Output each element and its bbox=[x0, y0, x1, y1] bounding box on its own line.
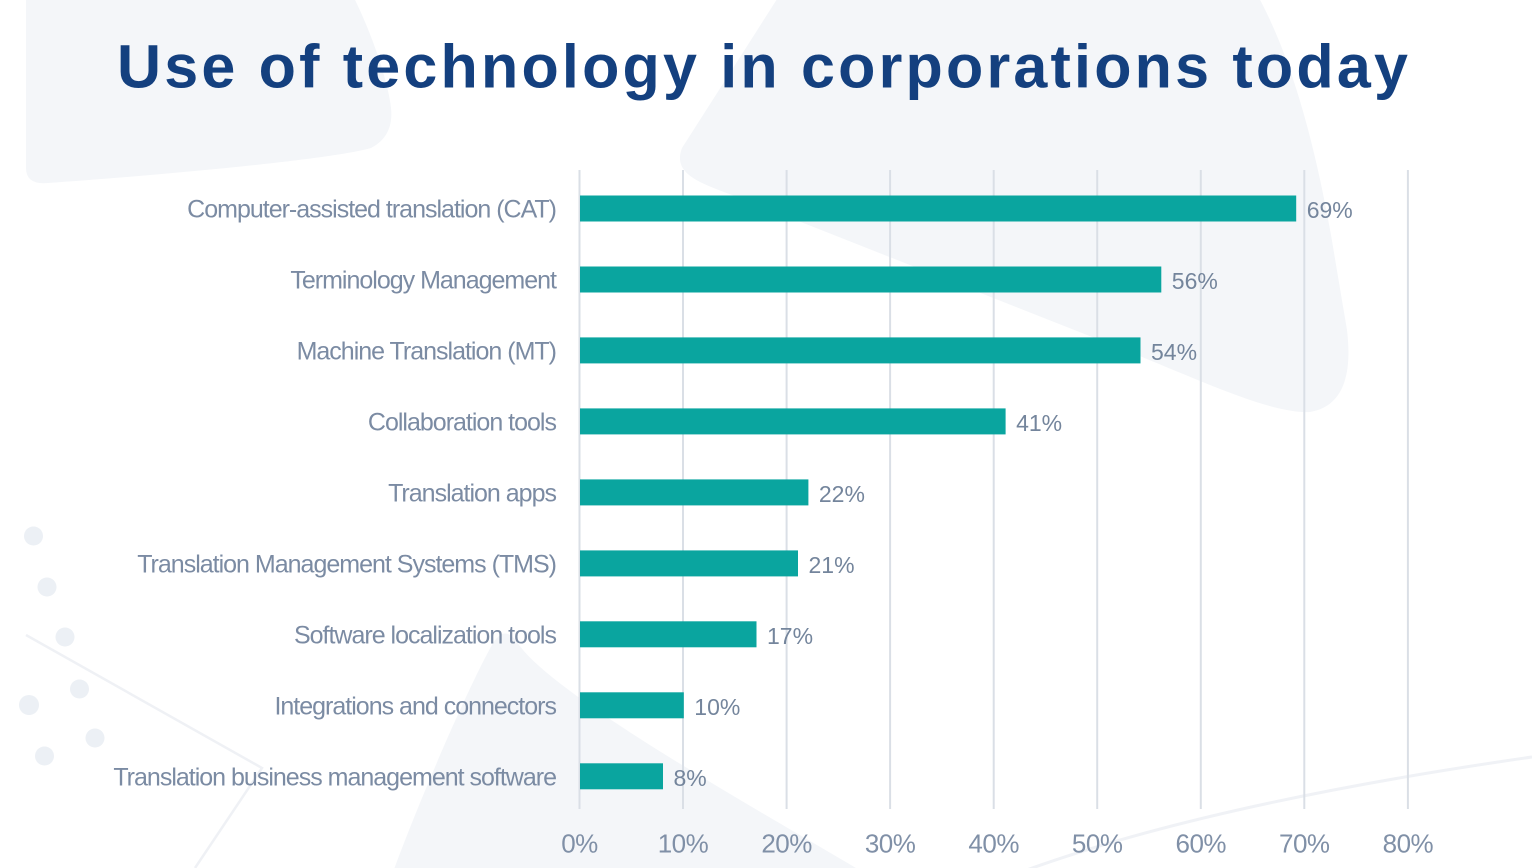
svg-text:Translation business managemen: Translation business management software bbox=[113, 763, 556, 791]
svg-text:Software localization tools: Software localization tools bbox=[294, 621, 557, 649]
svg-text:56%: 56% bbox=[1172, 268, 1218, 294]
svg-text:20%: 20% bbox=[761, 829, 812, 859]
svg-text:8%: 8% bbox=[674, 765, 707, 791]
svg-text:Computer-assisted translation: Computer-assisted translation (CAT) bbox=[187, 196, 556, 224]
svg-text:69%: 69% bbox=[1307, 197, 1353, 223]
svg-text:Terminology Management: Terminology Management bbox=[290, 267, 557, 295]
svg-text:Collaboration tools: Collaboration tools bbox=[368, 408, 557, 436]
svg-text:40%: 40% bbox=[968, 829, 1019, 859]
svg-text:54%: 54% bbox=[1151, 339, 1197, 365]
svg-text:Machine Translation (MT): Machine Translation (MT) bbox=[297, 337, 556, 365]
svg-text:Translation Management Systems: Translation Management Systems (TMS) bbox=[137, 550, 556, 578]
svg-text:22%: 22% bbox=[819, 481, 865, 507]
svg-text:80%: 80% bbox=[1383, 829, 1434, 859]
svg-text:Translation apps: Translation apps bbox=[388, 479, 556, 507]
svg-text:0%: 0% bbox=[561, 829, 598, 859]
svg-text:41%: 41% bbox=[1016, 410, 1062, 436]
svg-text:60%: 60% bbox=[1176, 829, 1227, 859]
svg-text:50%: 50% bbox=[1072, 829, 1123, 859]
svg-text:10%: 10% bbox=[694, 694, 740, 720]
svg-text:10%: 10% bbox=[658, 829, 709, 859]
svg-text:Integrations and connectors: Integrations and connectors bbox=[274, 692, 556, 720]
svg-text:70%: 70% bbox=[1279, 829, 1330, 859]
svg-text:30%: 30% bbox=[865, 829, 916, 859]
svg-text:21%: 21% bbox=[809, 552, 855, 578]
svg-text:17%: 17% bbox=[767, 623, 813, 649]
svg-text:Use of technology in corporati: Use of technology in corporations today bbox=[117, 33, 1411, 101]
